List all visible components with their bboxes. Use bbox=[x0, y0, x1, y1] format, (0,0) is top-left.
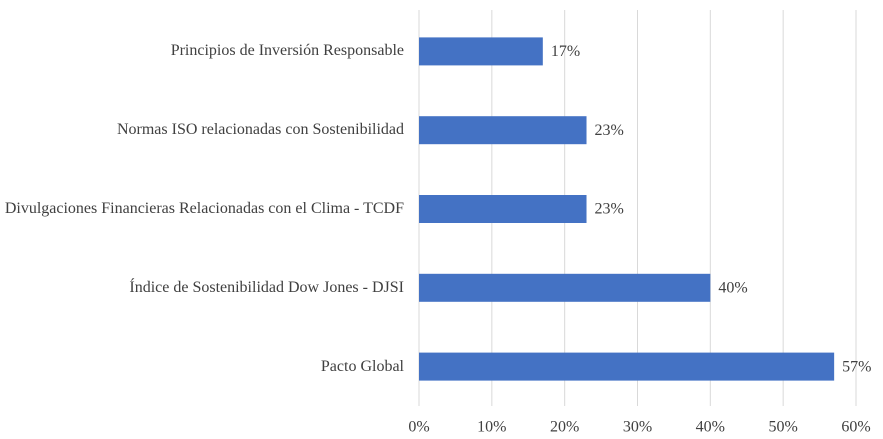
category-label: Divulgaciones Financieras Relacionadas c… bbox=[4, 199, 404, 217]
x-tick-label: 50% bbox=[769, 419, 798, 436]
category-label: Pacto Global bbox=[320, 357, 404, 375]
x-tick-label: 20% bbox=[550, 419, 579, 436]
category-label: Principios de Inversión Responsable bbox=[170, 42, 404, 60]
data-label: 17% bbox=[551, 43, 580, 60]
bar bbox=[419, 37, 543, 66]
x-tick-label: 30% bbox=[623, 419, 652, 436]
data-label: 23% bbox=[595, 201, 624, 218]
data-label: 40% bbox=[718, 279, 747, 296]
category-label: Índice de Sostenibilidad Dow Jones - DJS… bbox=[129, 278, 404, 296]
x-tick-label: 0% bbox=[408, 419, 429, 436]
x-tick-label: 60% bbox=[841, 419, 870, 436]
bar bbox=[419, 195, 587, 223]
bar bbox=[419, 273, 711, 302]
bar bbox=[419, 352, 835, 381]
data-label: 23% bbox=[595, 122, 624, 139]
x-tick-label: 10% bbox=[477, 419, 506, 436]
bar bbox=[419, 116, 587, 145]
x-tick-label: 40% bbox=[696, 419, 725, 436]
data-label: 57% bbox=[842, 358, 871, 375]
category-label: Normas ISO relacionadas con Sostenibilid… bbox=[116, 121, 404, 139]
